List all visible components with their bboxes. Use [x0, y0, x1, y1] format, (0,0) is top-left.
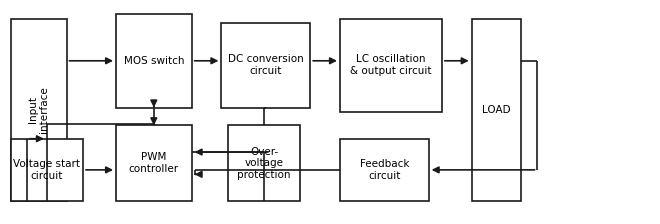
Bar — [472, 19, 521, 201]
Text: Over-
voltage
protection: Over- voltage protection — [238, 146, 291, 180]
Bar — [11, 139, 83, 201]
Bar — [116, 125, 191, 201]
Bar — [116, 14, 191, 108]
Bar — [340, 139, 429, 201]
Bar — [11, 19, 67, 201]
Text: PWM
controller: PWM controller — [129, 152, 179, 174]
Bar — [340, 19, 442, 112]
Text: MOS switch: MOS switch — [123, 56, 184, 66]
Text: Input
interface: Input interface — [28, 86, 50, 133]
Text: LC oscillation
& output circuit: LC oscillation & output circuit — [350, 54, 432, 76]
Text: LOAD: LOAD — [482, 105, 511, 115]
Text: DC conversion
circuit: DC conversion circuit — [228, 54, 304, 76]
Bar — [228, 125, 300, 201]
Text: Feedback
circuit: Feedback circuit — [360, 159, 409, 181]
Bar — [221, 23, 310, 108]
Text: Voltage start
circuit: Voltage start circuit — [13, 159, 81, 181]
